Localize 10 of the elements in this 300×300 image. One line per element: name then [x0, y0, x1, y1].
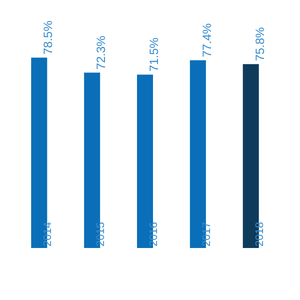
data-label: 78.5% [41, 20, 56, 55]
data-label: 77.4% [200, 22, 214, 58]
data-label: 75.8% [252, 26, 267, 62]
x-tick-label: 2017 [200, 222, 213, 246]
x-tick-label: 2016 [148, 222, 160, 246]
x-tick-label: 2018 [254, 222, 266, 246]
x-tick-label: 2015 [95, 222, 108, 246]
data-label: 71.5% [147, 37, 161, 72]
data-label: 72.3% [94, 35, 108, 70]
x-tick-label: 2014 [42, 222, 54, 246]
